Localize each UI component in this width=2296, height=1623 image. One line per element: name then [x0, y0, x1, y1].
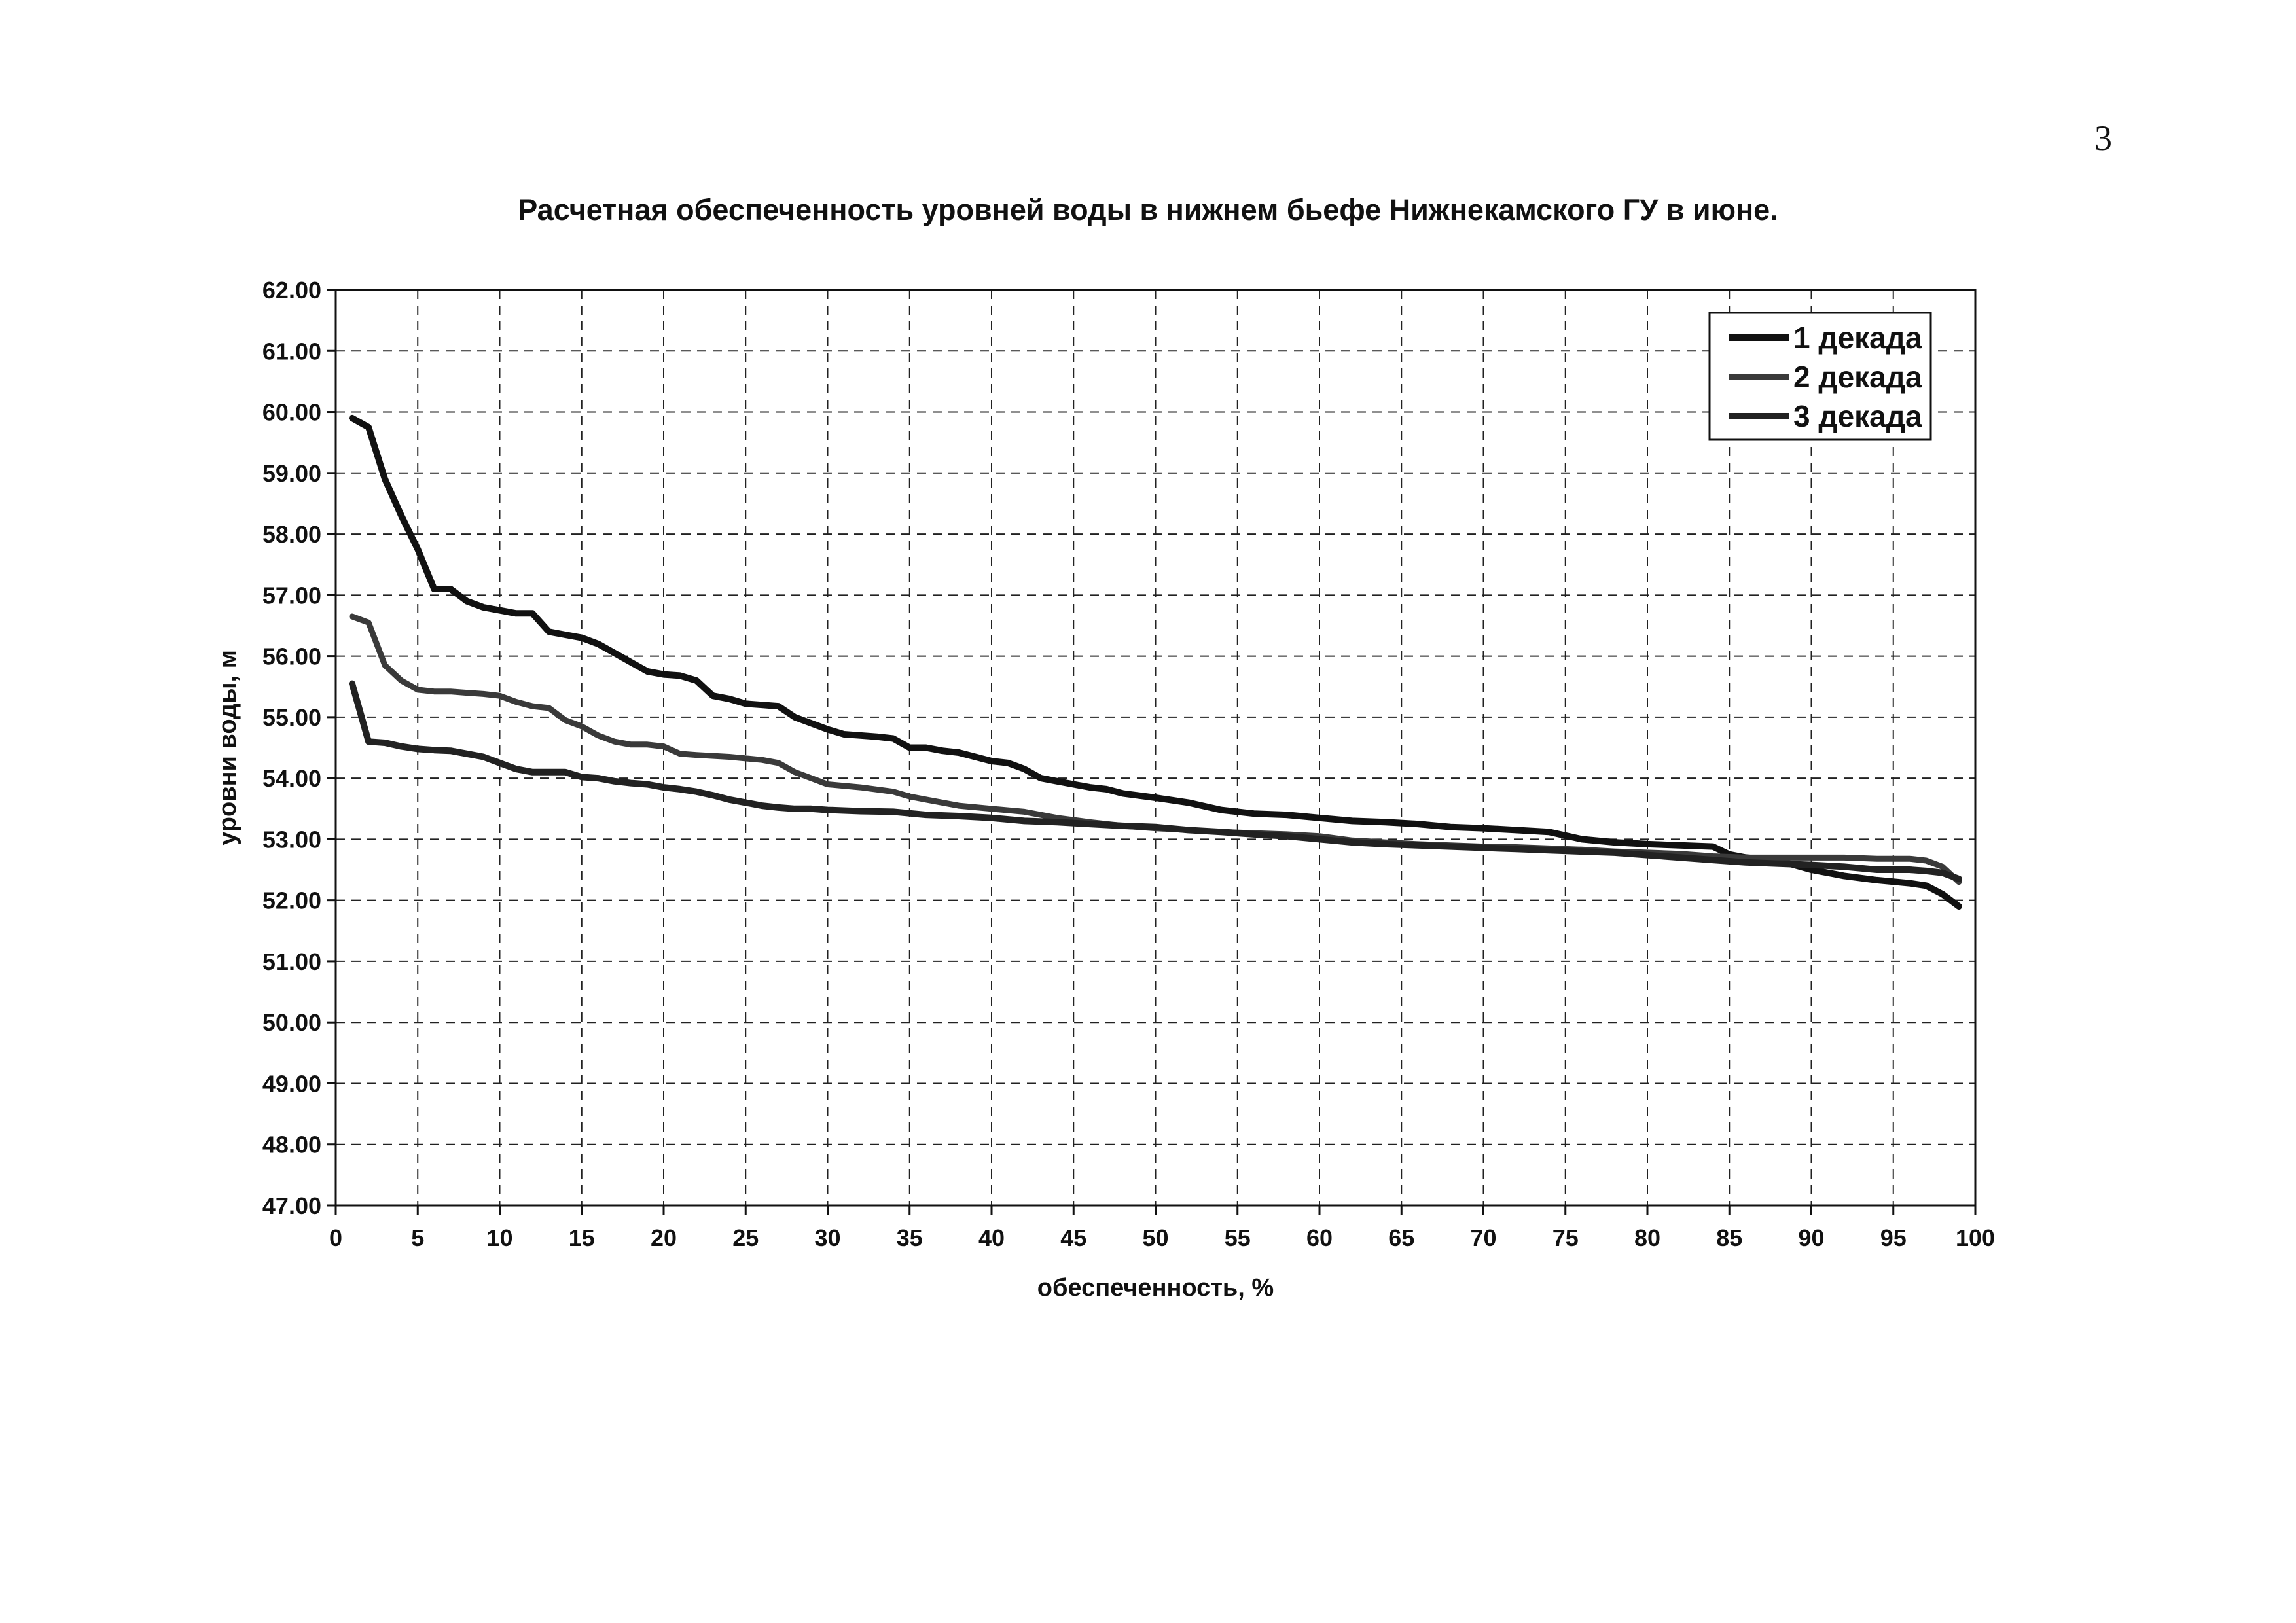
- y-tick-label: 57.00: [262, 582, 321, 609]
- x-tick-label: 30: [814, 1224, 840, 1251]
- y-tick-label: 59.00: [262, 460, 321, 487]
- y-tick-label: 52.00: [262, 887, 321, 914]
- y-tick-label: 53.00: [262, 826, 321, 853]
- x-tick-label: 65: [1388, 1224, 1414, 1251]
- x-tick-label: 10: [486, 1224, 512, 1251]
- legend-label-2: 2 декада: [1793, 360, 1922, 394]
- y-tick-label: 49.00: [262, 1070, 321, 1097]
- x-tick-label: 80: [1634, 1224, 1660, 1251]
- y-tick-label: 47.00: [262, 1192, 321, 1219]
- y-axis-label: уровни воды, м: [214, 650, 242, 846]
- x-tick-label: 15: [569, 1224, 595, 1251]
- x-tick-label: 100: [1956, 1224, 1995, 1251]
- y-tick-label: 61.00: [262, 338, 321, 365]
- y-tick-label: 56.00: [262, 643, 321, 670]
- x-tick-label: 5: [411, 1224, 424, 1251]
- y-tick-label: 51.00: [262, 948, 321, 975]
- y-tick-label: 55.00: [262, 704, 321, 731]
- series-line-1: [349, 414, 1962, 910]
- x-tick-label: 75: [1552, 1224, 1579, 1251]
- x-tick-label: 0: [329, 1224, 342, 1251]
- x-tick-label: 90: [1798, 1224, 1824, 1251]
- x-axis-label: обеспеченность, %: [1037, 1274, 1274, 1302]
- x-tick-label: 25: [732, 1224, 759, 1251]
- legend-label-1: 1 декада: [1793, 321, 1922, 355]
- legend: 1 декада 2 декада 3 декада: [1708, 312, 1932, 441]
- page-number: 3: [2094, 118, 2112, 158]
- y-tick-label: 58.00: [262, 521, 321, 548]
- x-tick-label: 35: [897, 1224, 923, 1251]
- series-line-3: [349, 680, 1962, 882]
- x-tick-label: 60: [1306, 1224, 1333, 1251]
- x-tick-label: 70: [1470, 1224, 1496, 1251]
- y-tick-label: 62.00: [262, 277, 321, 304]
- x-tick-label: 40: [978, 1224, 1005, 1251]
- axes: 0 5 10 15 20 25 30 35 40 45 50 55 60 65 70 75 80 85 90 95 10…: [262, 277, 1995, 1251]
- x-tick-label: 55: [1225, 1224, 1251, 1251]
- x-tick-label: 50: [1142, 1224, 1168, 1251]
- legend-label-3: 3 декада: [1793, 399, 1922, 433]
- y-tick-label: 60.00: [262, 399, 321, 426]
- x-tick-label: 85: [1716, 1224, 1742, 1251]
- x-tick-label: 95: [1880, 1224, 1907, 1251]
- series-lines: [349, 414, 1962, 910]
- y-tick-label: 54.00: [262, 765, 321, 792]
- x-tick-label: 20: [651, 1224, 677, 1251]
- x-tick-label: 45: [1060, 1224, 1086, 1251]
- chart-title: Расчетная обеспеченность уровней воды в …: [518, 193, 1778, 226]
- y-tick-label: 48.00: [262, 1132, 321, 1158]
- y-tick-label: 50.00: [262, 1009, 321, 1036]
